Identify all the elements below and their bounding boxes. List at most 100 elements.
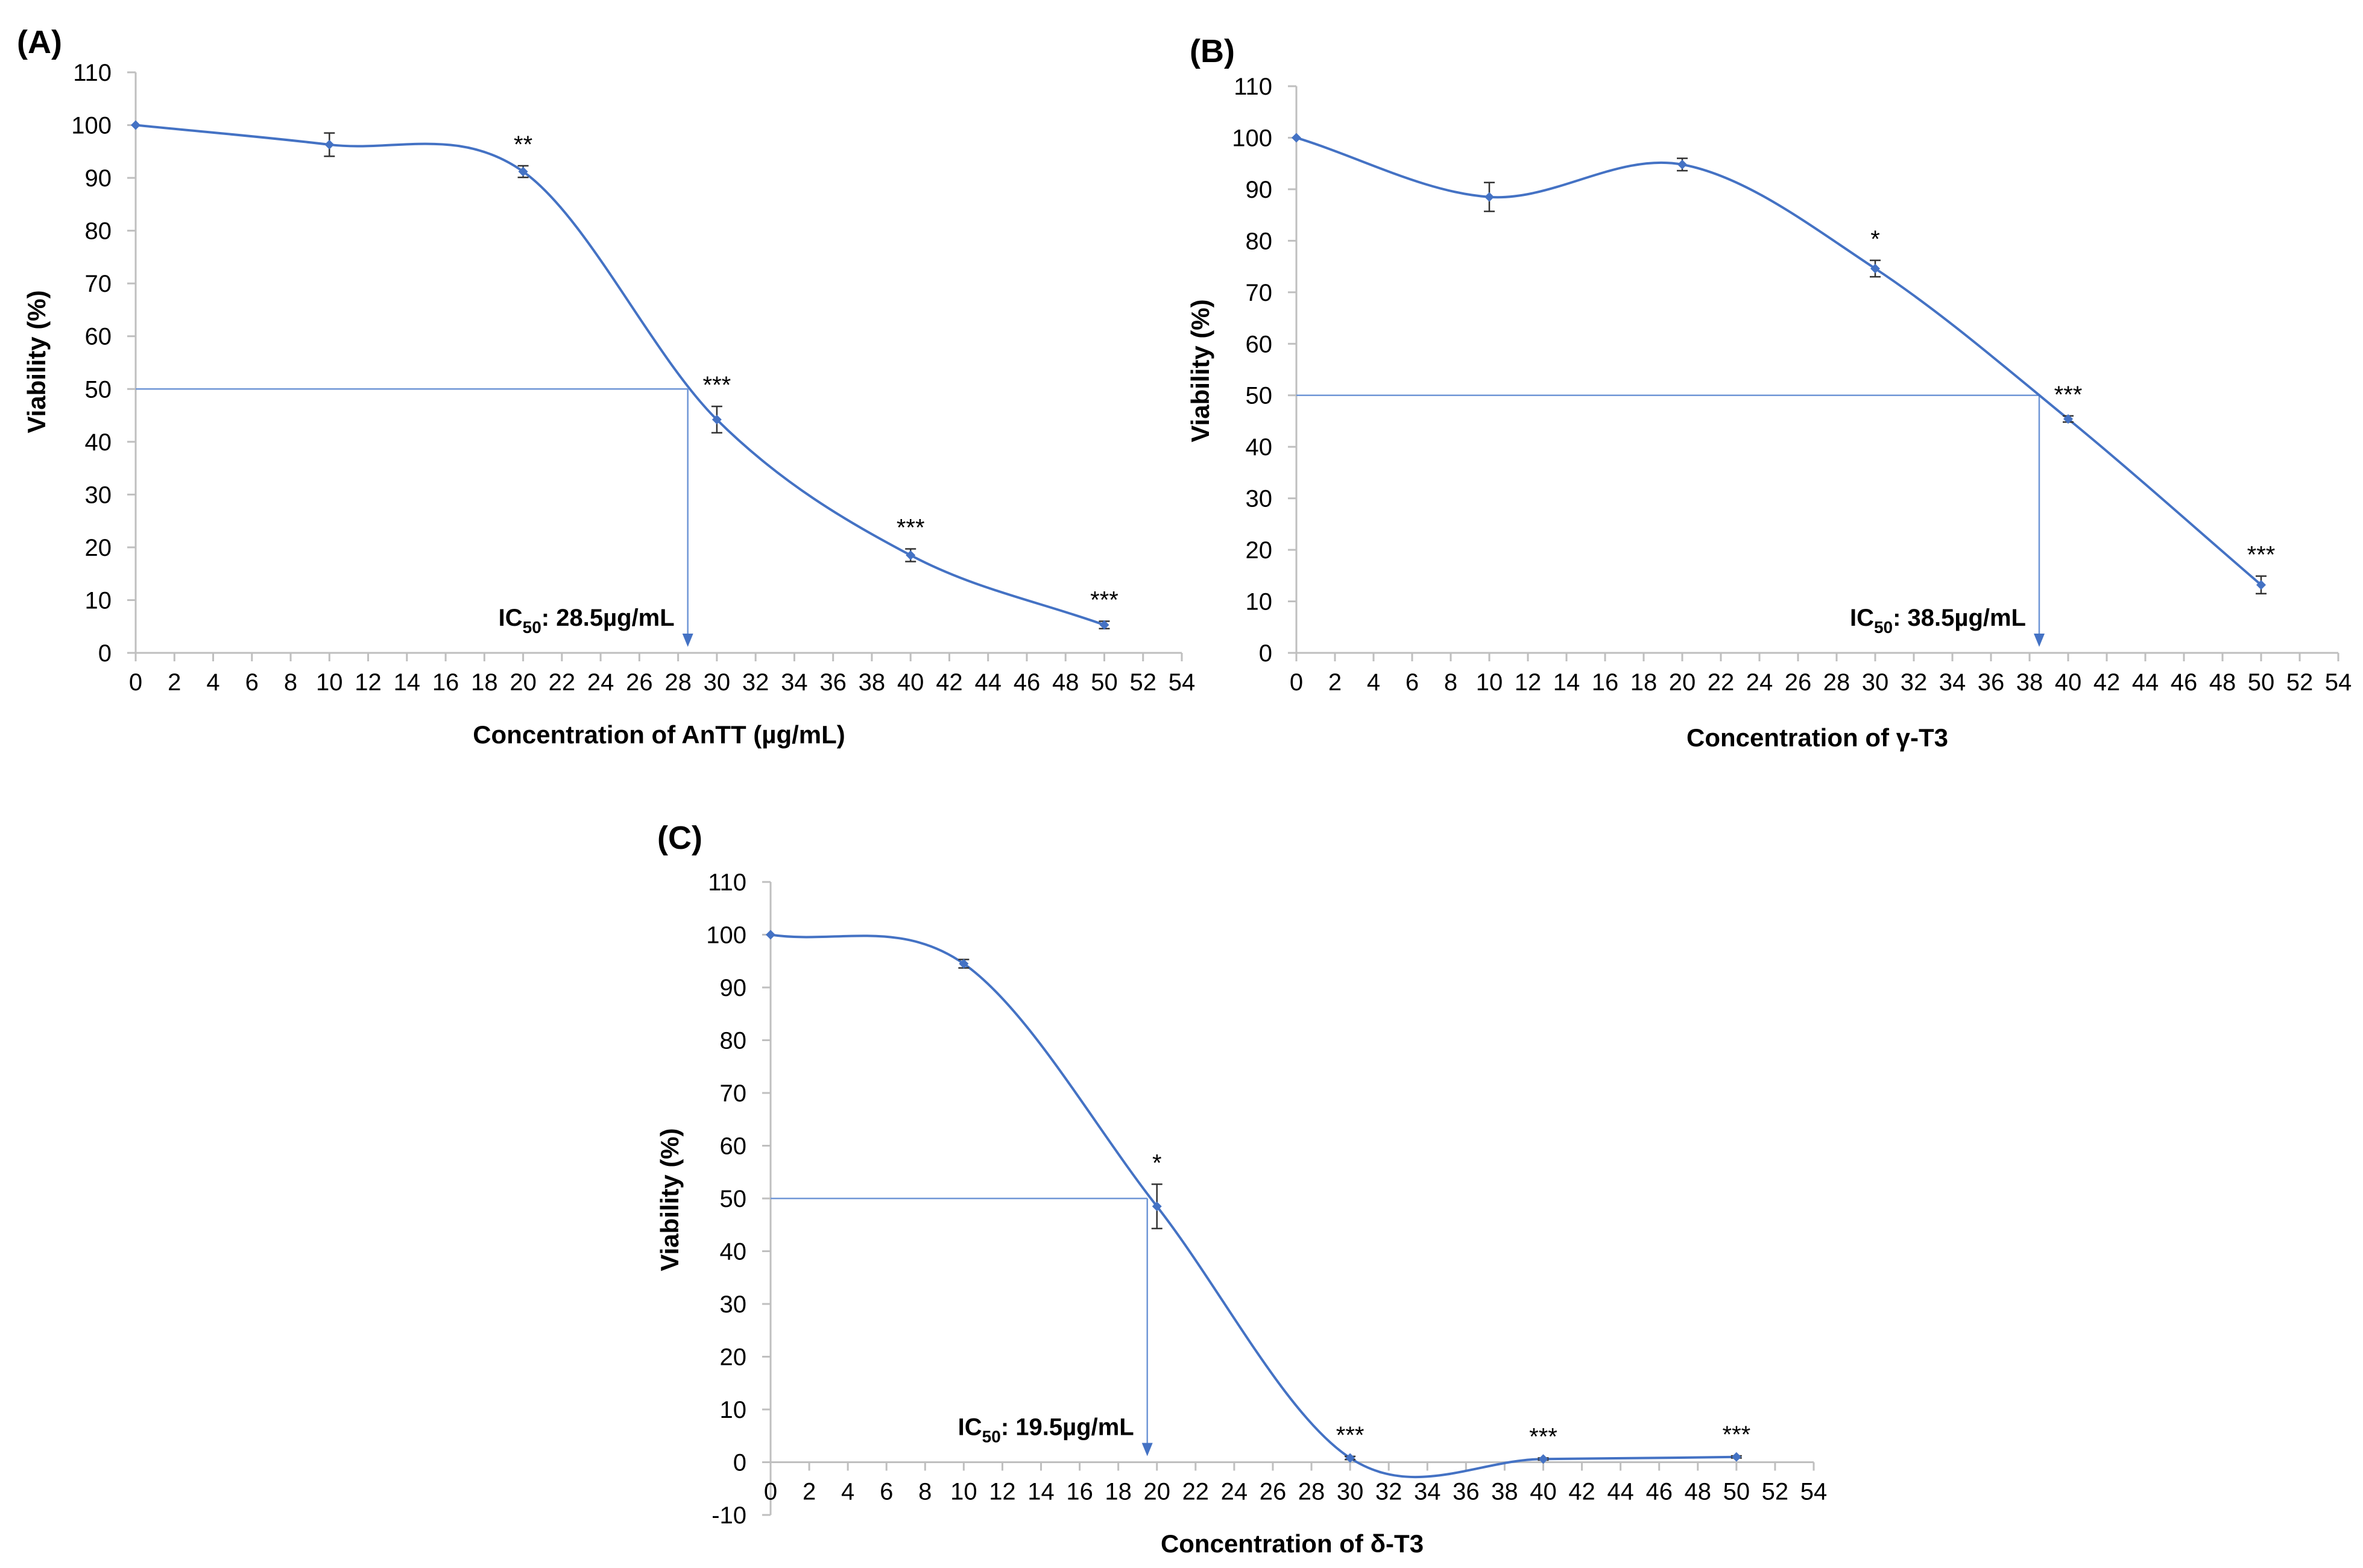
y-tick-label: 20: [85, 535, 112, 561]
y-tick-label: 70: [1246, 280, 1273, 306]
data-point: [1538, 1454, 1548, 1464]
y-tick-label: 50: [1246, 383, 1273, 409]
y-tick-label: 10: [85, 587, 112, 614]
x-tick-label: 28: [1298, 1479, 1325, 1505]
x-tick-label: 32: [742, 669, 769, 696]
x-tick-label: 24: [1746, 669, 1773, 696]
x-tick-label: 54: [1169, 669, 1196, 696]
panel-label: (C): [657, 820, 702, 856]
data-point: [131, 120, 140, 130]
x-tick-label: 24: [1221, 1479, 1248, 1505]
y-tick-label: 0: [733, 1450, 746, 1476]
x-tick-label: 10: [1476, 669, 1503, 696]
data-point: [1292, 133, 1301, 143]
y-tick-label: 70: [85, 271, 112, 297]
x-tick-label: 22: [549, 669, 576, 696]
x-tick-label: 16: [1066, 1479, 1093, 1505]
x-tick-label: 6: [245, 669, 259, 696]
x-tick-label: 52: [2286, 669, 2314, 696]
data-point: [766, 930, 775, 940]
x-tick-label: 36: [1978, 669, 2005, 696]
x-axis-title: Concentration of γ-T3: [1686, 723, 1948, 752]
x-tick-label: 44: [1607, 1479, 1634, 1505]
data-point: [2256, 580, 2266, 590]
x-tick-label: 48: [2209, 669, 2236, 696]
x-tick-label: 0: [1290, 669, 1303, 696]
x-tick-label: 22: [1182, 1479, 1210, 1505]
data-point: [711, 415, 722, 425]
x-tick-label: 22: [1708, 669, 1735, 696]
ic50-arrowhead: [2034, 634, 2045, 647]
ic50-prefix: IC: [958, 1414, 982, 1441]
y-tick-label: 60: [85, 324, 112, 350]
x-tick-label: 26: [626, 669, 653, 696]
x-tick-label: 50: [2248, 669, 2275, 696]
x-tick-label: 26: [1260, 1479, 1287, 1505]
data-point: [1731, 1452, 1741, 1462]
y-tick-label: 80: [1246, 228, 1273, 254]
ic50-arrowhead: [1141, 1443, 1153, 1456]
x-tick-label: 40: [1530, 1479, 1557, 1505]
data-point: [1345, 1453, 1355, 1463]
data-point: [1099, 620, 1109, 630]
y-axis-title: Viability (%): [655, 1128, 684, 1271]
y-tick-label: 100: [706, 922, 746, 949]
significance-label: ***: [2247, 542, 2276, 568]
x-tick-label: 42: [2093, 669, 2121, 696]
x-tick-label: 36: [819, 669, 847, 696]
data-point: [518, 166, 528, 177]
significance-label: ***: [703, 372, 731, 398]
x-tick-label: 52: [1129, 669, 1156, 696]
y-tick-label: 20: [1246, 537, 1273, 564]
y-tick-label: 40: [720, 1239, 747, 1265]
data-point: [324, 139, 335, 150]
x-tick-label: 2: [1328, 669, 1342, 696]
y-tick-label: 90: [85, 165, 112, 192]
y-tick-label: 90: [720, 975, 747, 1001]
x-tick-label: 8: [284, 669, 297, 696]
y-tick-label: 110: [73, 60, 112, 86]
ic50-prefix: IC: [1850, 605, 1874, 631]
data-point: [1152, 1201, 1162, 1212]
ic50-prefix: IC: [499, 605, 523, 631]
x-tick-label: 48: [1052, 669, 1079, 696]
significance-label: ***: [1090, 587, 1118, 613]
x-tick-label: 18: [471, 669, 498, 696]
significance-label: **: [514, 131, 532, 158]
y-tick-label: 70: [720, 1080, 747, 1107]
x-tick-label: 18: [1630, 669, 1658, 696]
y-tick-label: 100: [71, 113, 112, 139]
x-axis-title: Concentration of AnTT (µg/mL): [473, 720, 845, 749]
x-tick-label: 46: [1014, 669, 1041, 696]
data-point: [1677, 159, 1687, 169]
ic50-value: : 19.5µg/mL: [1001, 1414, 1134, 1441]
x-tick-label: 20: [1143, 1479, 1170, 1505]
x-axis-title: Concentration of δ-T3: [1161, 1529, 1424, 1558]
data-point: [906, 550, 916, 561]
x-tick-label: 20: [1669, 669, 1696, 696]
y-tick-label: 30: [1246, 486, 1273, 512]
x-tick-label: 34: [1939, 669, 1966, 696]
data-point: [959, 959, 969, 969]
y-tick-label: 50: [720, 1186, 747, 1212]
x-tick-label: 12: [355, 669, 382, 696]
x-tick-label: 2: [803, 1479, 816, 1505]
x-tick-label: 30: [1337, 1479, 1364, 1505]
x-tick-label: 28: [1823, 669, 1850, 696]
significance-label: *: [1152, 1150, 1162, 1176]
x-tick-label: 4: [841, 1479, 854, 1505]
y-tick-label: 0: [1259, 640, 1272, 667]
x-tick-label: 44: [2132, 669, 2159, 696]
y-tick-label: 30: [85, 482, 112, 508]
x-tick-label: 30: [704, 669, 731, 696]
x-tick-label: 6: [880, 1479, 893, 1505]
y-tick-label: 60: [720, 1133, 747, 1160]
significance-label: ***: [1336, 1422, 1364, 1449]
x-tick-label: 8: [918, 1479, 932, 1505]
y-tick-label: 40: [85, 429, 112, 456]
data-point: [1484, 192, 1494, 202]
y-tick-label: 30: [720, 1291, 747, 1318]
